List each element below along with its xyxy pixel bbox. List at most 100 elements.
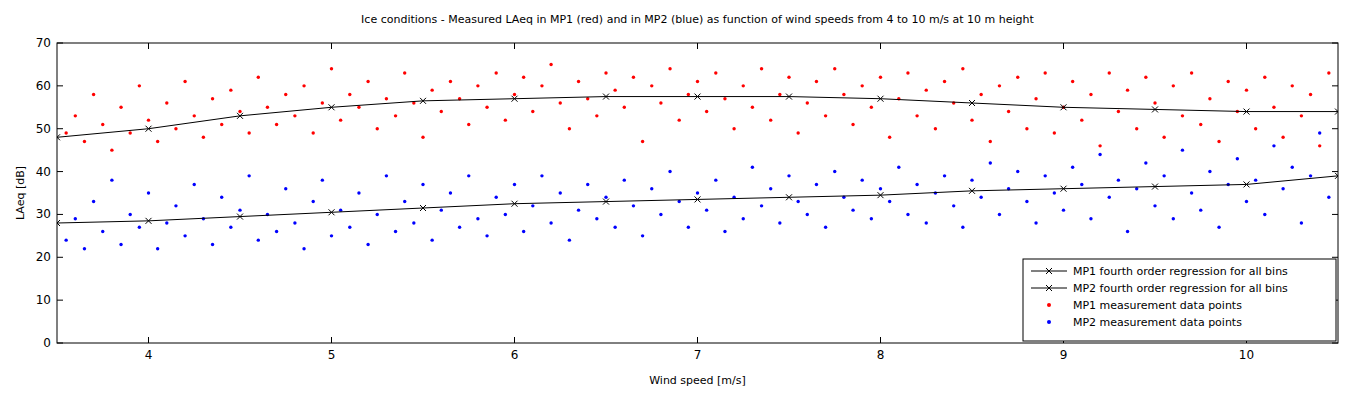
data-point xyxy=(559,191,562,194)
data-point xyxy=(998,213,1001,216)
x-tick-label: 4 xyxy=(145,348,153,362)
line-marker xyxy=(146,126,152,132)
data-point xyxy=(421,183,424,186)
data-point xyxy=(504,118,507,121)
data-point xyxy=(861,178,864,181)
y-tick xyxy=(57,85,63,86)
data-point xyxy=(595,114,598,117)
line-marker xyxy=(512,201,518,207)
data-point xyxy=(623,106,626,109)
data-point xyxy=(1227,80,1230,83)
data-point xyxy=(357,106,360,109)
data-point xyxy=(540,84,543,87)
data-point xyxy=(705,110,708,113)
data-point xyxy=(229,226,232,229)
data-point xyxy=(687,226,690,229)
data-point xyxy=(348,93,351,96)
line-marker xyxy=(1152,184,1158,190)
data-point xyxy=(1236,157,1239,160)
data-point xyxy=(174,204,177,207)
data-point xyxy=(1327,196,1330,199)
data-point xyxy=(641,234,644,237)
data-point xyxy=(1089,93,1092,96)
x-tick-label: 6 xyxy=(511,348,519,362)
data-point xyxy=(1162,174,1165,177)
data-point xyxy=(412,221,415,224)
data-point xyxy=(275,123,278,126)
data-point xyxy=(403,71,406,74)
data-point xyxy=(1181,148,1184,151)
data-point xyxy=(1300,114,1303,117)
data-point xyxy=(842,93,845,96)
data-point xyxy=(1153,101,1156,104)
data-point xyxy=(138,84,141,87)
data-point xyxy=(723,230,726,233)
data-point xyxy=(1016,76,1019,79)
plot-area xyxy=(57,43,1338,343)
data-point xyxy=(998,84,1001,87)
data-point xyxy=(1071,80,1074,83)
data-point xyxy=(1208,97,1211,100)
data-point xyxy=(211,97,214,100)
line-marker xyxy=(695,94,701,100)
y-tick xyxy=(57,257,63,258)
data-point xyxy=(641,140,644,143)
data-point xyxy=(275,230,278,233)
data-point xyxy=(531,204,534,207)
data-point xyxy=(64,238,67,241)
data-point xyxy=(110,178,113,181)
data-point xyxy=(458,226,461,229)
data-point xyxy=(979,196,982,199)
data-point xyxy=(485,106,488,109)
y-tick xyxy=(57,128,63,129)
data-point xyxy=(183,80,186,83)
data-point xyxy=(376,127,379,130)
data-point xyxy=(1126,88,1129,91)
data-point xyxy=(229,88,232,91)
data-point xyxy=(568,127,571,130)
data-point xyxy=(1181,114,1184,117)
data-point xyxy=(888,200,891,203)
data-point xyxy=(1254,127,1257,130)
regression-line xyxy=(57,176,1338,223)
data-point xyxy=(806,101,809,104)
data-point xyxy=(266,106,269,109)
line-marker xyxy=(603,199,609,205)
data-point xyxy=(1263,213,1266,216)
y-tick xyxy=(1332,43,1338,44)
data-point xyxy=(165,101,168,104)
data-point xyxy=(778,93,781,96)
data-point xyxy=(989,161,992,164)
x-tick xyxy=(514,43,515,49)
line-marker xyxy=(969,188,975,194)
data-point xyxy=(650,187,653,190)
data-point xyxy=(696,191,699,194)
data-point xyxy=(302,84,305,87)
line-marker xyxy=(512,96,518,102)
line-marker xyxy=(329,209,335,215)
line-marker xyxy=(695,196,701,202)
data-point xyxy=(979,93,982,96)
y-tick xyxy=(1332,85,1338,86)
data-point xyxy=(540,174,543,177)
data-point xyxy=(815,183,818,186)
y-tick-label: 50 xyxy=(36,122,51,136)
data-point xyxy=(421,136,424,139)
background xyxy=(0,0,1356,393)
data-point xyxy=(1108,71,1111,74)
x-tick-label: 8 xyxy=(877,348,885,362)
line-marker xyxy=(1244,109,1250,115)
data-point xyxy=(760,204,763,207)
data-point xyxy=(403,200,406,203)
data-point xyxy=(714,178,717,181)
data-point xyxy=(705,208,708,211)
data-point xyxy=(549,63,552,66)
data-point xyxy=(1098,144,1101,147)
data-point xyxy=(92,93,95,96)
data-point xyxy=(485,234,488,237)
x-tick xyxy=(514,337,515,343)
data-point xyxy=(183,234,186,237)
data-point xyxy=(1062,208,1065,211)
data-point xyxy=(1053,131,1056,134)
data-point xyxy=(238,208,241,211)
